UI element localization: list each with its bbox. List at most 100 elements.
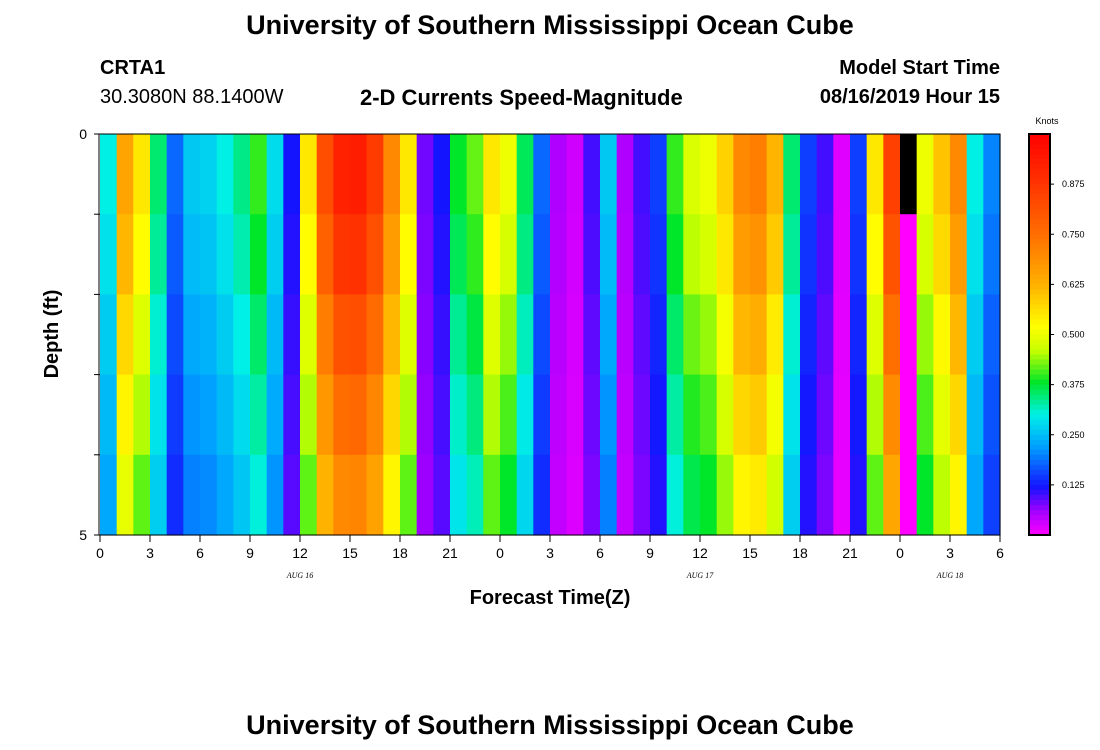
heatmap-cell <box>283 294 301 376</box>
colorbar-segment <box>1029 164 1050 170</box>
heatmap-cell <box>800 454 818 536</box>
heatmap-cell <box>633 134 651 215</box>
plot-title: 2-D Currents Speed-Magnitude <box>360 85 683 110</box>
colorbar-segment <box>1029 219 1050 225</box>
colorbar-segment <box>1029 269 1050 275</box>
colorbar-segment <box>1029 169 1050 175</box>
heatmap-cell <box>433 294 451 376</box>
colorbar-segment <box>1029 289 1050 295</box>
x-date-label: AUG 18 <box>936 571 963 580</box>
heatmap-cell <box>100 214 118 295</box>
x-tick-label: 6 <box>596 545 604 561</box>
heatmap-cell <box>200 134 218 215</box>
colorbar-segment <box>1029 314 1050 321</box>
colorbar-segment <box>1029 309 1050 316</box>
colorbar-segment <box>1029 264 1050 270</box>
heatmap-cell <box>266 454 284 536</box>
heatmap-cell <box>666 454 684 536</box>
heatmap-cell <box>516 454 534 536</box>
heatmap-cell <box>933 374 951 456</box>
colorbar-segment <box>1029 414 1050 421</box>
colorbar-segment <box>1029 404 1050 411</box>
colorbar-segment <box>1029 239 1050 245</box>
heatmap-cell <box>833 134 851 215</box>
heatmap-cell <box>200 374 218 456</box>
heatmap-cell <box>150 134 168 215</box>
heatmap-cell <box>583 294 601 376</box>
heatmap-cell <box>400 374 418 456</box>
heatmap-cell <box>800 294 818 376</box>
heatmap-cell <box>666 294 684 376</box>
heatmap-cell <box>450 374 468 456</box>
heatmap-cell <box>750 374 768 456</box>
heatmap-cell <box>233 134 251 215</box>
heatmap-cell <box>366 214 384 295</box>
colorbar-segment <box>1029 439 1050 446</box>
heatmap-cell <box>350 214 368 295</box>
heatmap-cell <box>466 214 484 295</box>
heatmap-cell <box>700 454 718 536</box>
colorbar-segment <box>1029 134 1050 140</box>
colorbar-segment <box>1029 144 1050 150</box>
x-tick-label: 15 <box>742 545 758 561</box>
heatmap-cell <box>650 214 668 295</box>
heatmap-cell <box>750 454 768 536</box>
heatmap-cell <box>450 134 468 215</box>
heatmap-cell <box>183 454 201 536</box>
heatmap-cell <box>300 294 318 376</box>
heatmap-cell <box>166 374 184 456</box>
heatmap-cell <box>583 134 601 215</box>
heatmap-cell <box>616 134 634 215</box>
colorbar-segment <box>1029 249 1050 255</box>
heatmap-cell <box>350 454 368 536</box>
colorbar-tick-label: 0.250 <box>1062 430 1085 440</box>
heatmap-cell <box>566 134 584 215</box>
heatmap-cell <box>866 214 884 295</box>
heatmap-cell <box>133 134 151 215</box>
heatmap-cell <box>466 454 484 536</box>
heatmap-cell <box>650 374 668 456</box>
heatmap-cell <box>950 294 968 376</box>
heatmap-cell <box>150 374 168 456</box>
heatmap-cell <box>233 214 251 295</box>
heatmap-cell <box>833 454 851 536</box>
heatmap-cell <box>950 214 968 295</box>
colorbar-segment <box>1029 504 1050 511</box>
heatmap-cell <box>483 294 501 376</box>
heatmap-cell <box>333 374 351 456</box>
heatmap-cell <box>400 294 418 376</box>
heatmap-cell <box>466 294 484 376</box>
heatmap-cell <box>783 374 801 456</box>
heatmap-cell <box>883 454 901 536</box>
heatmap-cell <box>983 134 1001 215</box>
colorbar-segment <box>1029 429 1050 436</box>
heatmap-cell <box>483 374 501 456</box>
station-coords: 30.3080N 88.1400W <box>100 86 284 108</box>
heatmap-cell <box>550 454 568 536</box>
heatmap-cell <box>283 214 301 295</box>
heatmap-cell <box>316 214 334 295</box>
heatmap-cell <box>350 374 368 456</box>
colorbar-segment <box>1029 254 1050 260</box>
heatmap-cell <box>316 454 334 536</box>
heatmap-cell <box>283 134 301 215</box>
station-id: CRTA1 <box>100 57 166 79</box>
colorbar-segment <box>1029 304 1050 311</box>
heatmap-cell <box>350 134 368 215</box>
colorbar-segment <box>1029 459 1050 466</box>
colorbar-segment <box>1029 154 1050 160</box>
heatmap-cell <box>716 374 734 456</box>
colorbar-segment <box>1029 199 1050 205</box>
heatmap-cell <box>533 294 551 376</box>
heatmap-cell <box>850 214 868 295</box>
x-tick-label: 18 <box>392 545 408 561</box>
x-tick-label: 3 <box>946 545 954 561</box>
heatmap-cell <box>816 214 834 295</box>
heatmap-cell <box>133 374 151 456</box>
heatmap-cell <box>933 134 951 215</box>
heatmap-cell <box>933 454 951 536</box>
colorbar-segment <box>1029 489 1050 496</box>
x-tick-label: 6 <box>996 545 1004 561</box>
heatmap-cell <box>450 294 468 376</box>
colorbar-segment <box>1029 329 1050 336</box>
